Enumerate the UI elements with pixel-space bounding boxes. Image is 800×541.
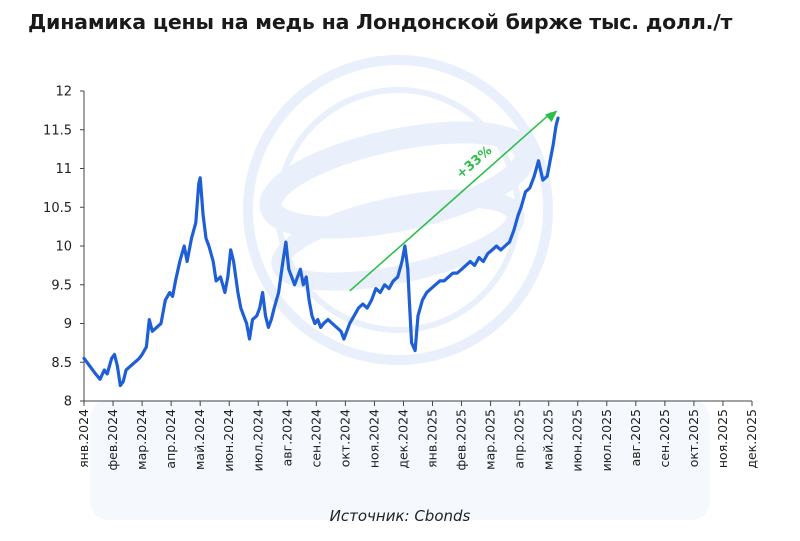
x-tick-label: июл.2025 <box>599 409 614 471</box>
y-tick-label: 11.5 <box>43 123 72 138</box>
x-tick-label: дек.2025 <box>744 409 759 469</box>
x-tick-label: фев.2024 <box>105 409 120 471</box>
watermark-globe <box>90 55 710 520</box>
y-tick-label: 12 <box>55 85 72 100</box>
x-tick-label: апр.2024 <box>163 409 178 469</box>
y-tick-label: 8.5 <box>51 356 72 371</box>
x-tick-label: фев.2025 <box>454 409 469 471</box>
x-tick-label: сен.2024 <box>308 409 323 468</box>
trend-arrow-line <box>349 111 552 292</box>
x-tick-label: ноя.2024 <box>366 409 381 468</box>
x-tick-label: мар.2025 <box>483 409 498 470</box>
x-tick-label: авг.2024 <box>279 409 294 466</box>
x-tick-label: ноя.2025 <box>715 409 730 468</box>
y-tick-label: 9 <box>64 317 72 332</box>
x-tick-label: май.2025 <box>541 409 556 470</box>
x-tick-label: июн.2025 <box>570 409 585 472</box>
trend-arrow-head <box>545 110 558 123</box>
x-tick-label: июл.2024 <box>250 409 265 471</box>
y-tick-label: 10.5 <box>43 201 72 216</box>
trend-annotation-label: +33% <box>454 143 496 182</box>
y-tick-label: 9.5 <box>51 278 72 293</box>
chart-series <box>82 116 560 388</box>
x-tick-label: июн.2024 <box>221 409 236 472</box>
x-tick-label: дек.2024 <box>395 409 410 469</box>
x-tick-label: окт.2025 <box>686 409 701 467</box>
y-tick-label: 11 <box>55 162 72 177</box>
x-tick-label: апр.2025 <box>512 409 527 469</box>
x-tick-label: авг.2025 <box>628 409 643 466</box>
chart-title: Динамика цены на медь на Лондонской бирж… <box>28 10 733 34</box>
x-axis-ticks: янв.2024 фев.2024 мар.2024 апр.2024 май.2024… <box>76 401 759 472</box>
source-note: Источник: Cbonds <box>329 507 471 525</box>
x-tick-label: сен.2025 <box>657 409 672 468</box>
price-line <box>82 116 560 388</box>
x-tick-label: окт.2024 <box>337 409 352 467</box>
x-tick-label: янв.2024 <box>76 409 91 468</box>
y-tick-label: 8 <box>64 395 72 410</box>
x-tick-label: мар.2024 <box>134 409 149 470</box>
x-tick-label: янв.2025 <box>425 409 440 468</box>
y-axis-ticks: 8 8.5 9 9.5 10 10.5 11 11.5 12 <box>43 85 84 410</box>
y-tick-label: 10 <box>55 240 72 255</box>
x-tick-label: май.2024 <box>192 409 207 470</box>
